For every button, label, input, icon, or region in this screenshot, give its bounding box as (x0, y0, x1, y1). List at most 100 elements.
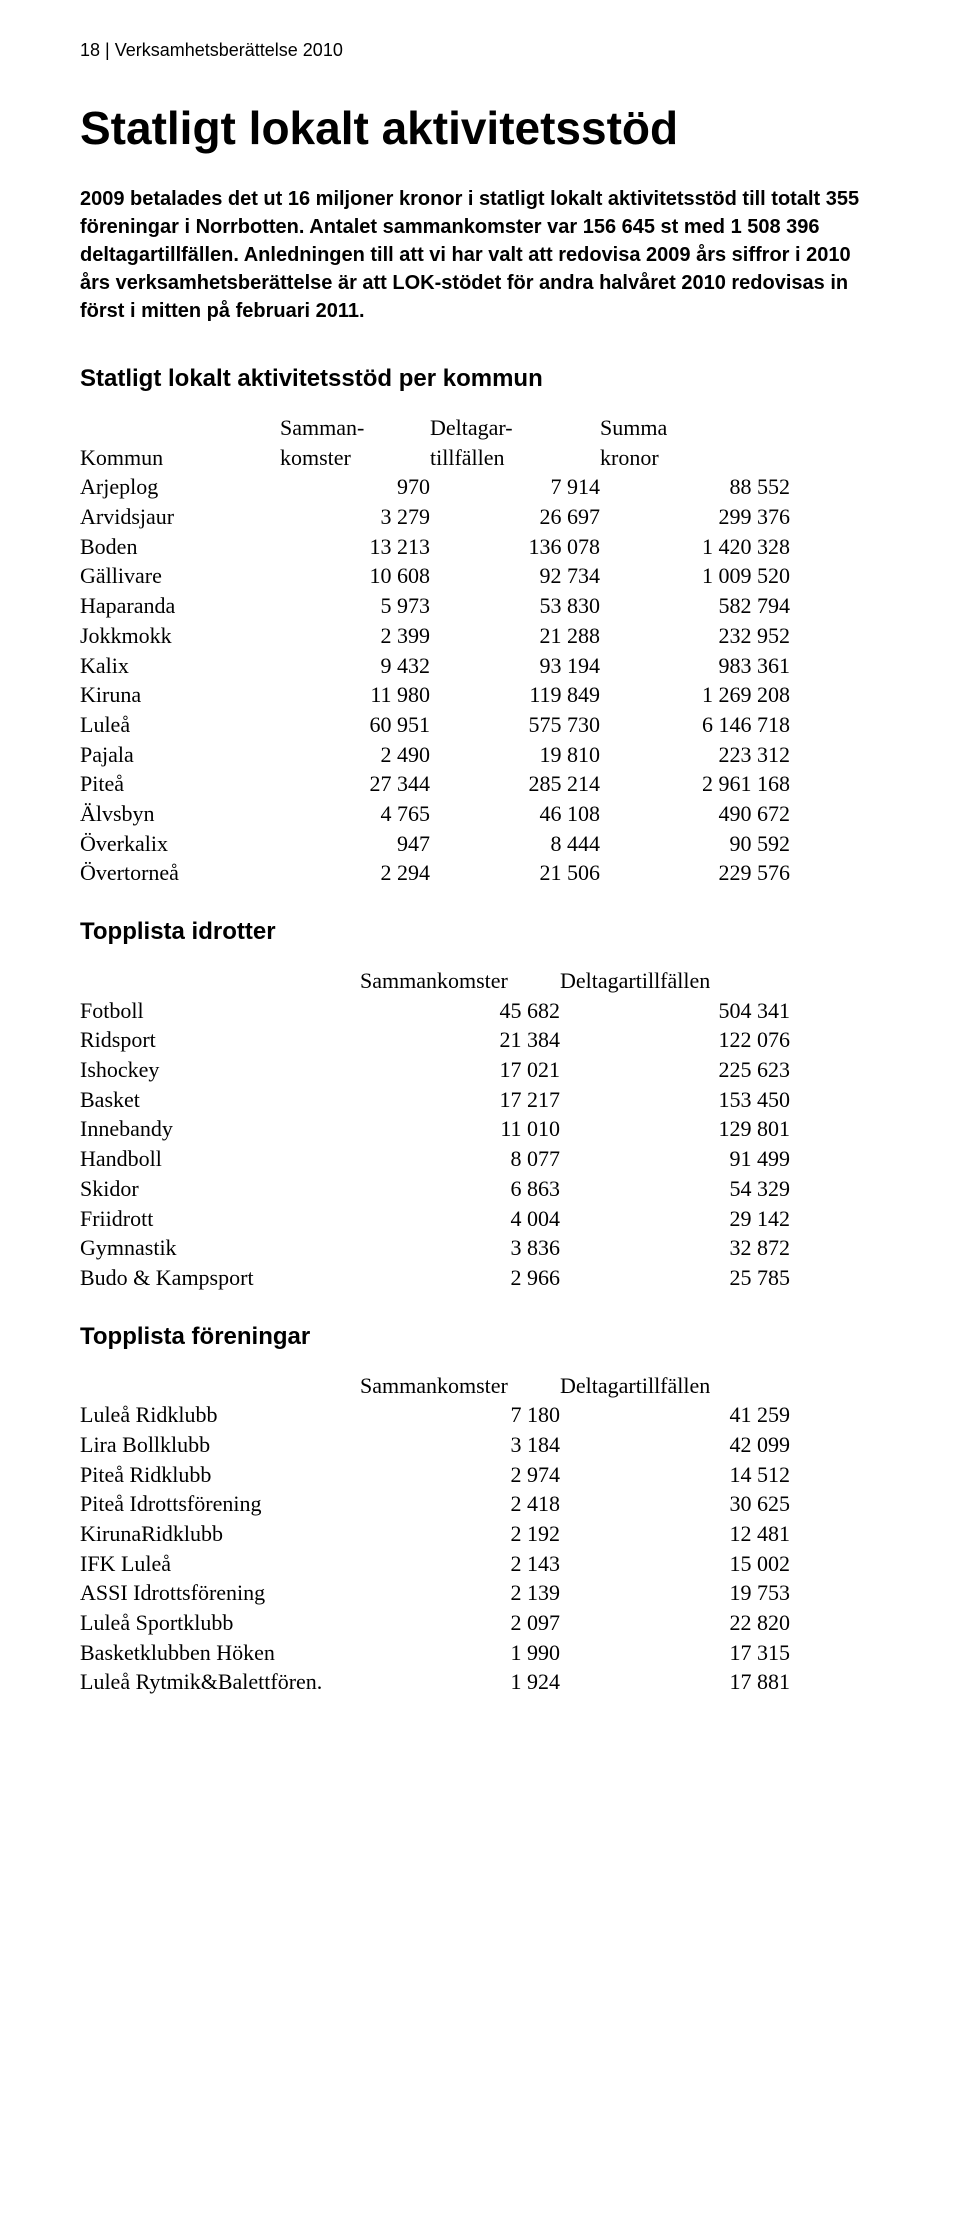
cell-summa: 1 420 328 (600, 532, 790, 562)
table-row: Luleå Sportklubb2 09722 820 (80, 1608, 790, 1638)
cell-sammankomster: 1 990 (360, 1638, 560, 1668)
cell-summa: 88 552 (600, 472, 790, 502)
table-row: Basketklubben Höken1 99017 315 (80, 1638, 790, 1668)
cell-sammankomster: 21 384 (360, 1025, 560, 1055)
cell-deltagartillfallen: 136 078 (430, 532, 600, 562)
cell-summa: 90 592 (600, 829, 790, 859)
table-row: Basket17 217153 450 (80, 1085, 790, 1115)
cell-name: Övertorneå (80, 858, 280, 888)
cell-name: Budo & Kampsport (80, 1263, 360, 1293)
cell-deltagartillfallen: 42 099 (560, 1430, 790, 1460)
cell-deltagartillfallen: 32 872 (560, 1233, 790, 1263)
cell-name: Basket (80, 1085, 360, 1115)
th-a: Sammankomster (360, 1371, 560, 1401)
cell-deltagartillfallen: 7 914 (430, 472, 600, 502)
cell-sammankomster: 1 924 (360, 1667, 560, 1697)
section-title-foreningar: Topplista föreningar (80, 1323, 880, 1351)
table-row: Arjeplog9707 91488 552 (80, 472, 790, 502)
cell-deltagartillfallen: 119 849 (430, 680, 600, 710)
cell-deltagartillfallen: 17 315 (560, 1638, 790, 1668)
page-header: 18 | Verksamhetsberättelse 2010 (80, 40, 880, 61)
table-row: Budo & Kampsport2 96625 785 (80, 1263, 790, 1293)
cell-name: Luleå (80, 710, 280, 740)
cell-deltagartillfallen: 54 329 (560, 1174, 790, 1204)
cell-name: Ridsport (80, 1025, 360, 1055)
cell-name: Luleå Ridklubb (80, 1400, 360, 1430)
cell-deltagartillfallen: 285 214 (430, 769, 600, 799)
cell-deltagartillfallen: 26 697 (430, 502, 600, 532)
table-row: Luleå Rytmik&Balettfören.1 92417 881 (80, 1667, 790, 1697)
cell-deltagartillfallen: 25 785 (560, 1263, 790, 1293)
cell-sammankomster: 970 (280, 472, 430, 502)
cell-deltagartillfallen: 122 076 (560, 1025, 790, 1055)
cell-deltagartillfallen: 19 810 (430, 740, 600, 770)
cell-sammankomster: 27 344 (280, 769, 430, 799)
table-header-row-2: Kommun komster tillfällen kronor (80, 443, 790, 473)
cell-name: Kiruna (80, 680, 280, 710)
cell-deltagartillfallen: 29 142 (560, 1204, 790, 1234)
cell-deltagartillfallen: 153 450 (560, 1085, 790, 1115)
cell-sammankomster: 2 097 (360, 1608, 560, 1638)
cell-sammankomster: 13 213 (280, 532, 430, 562)
cell-summa: 1 269 208 (600, 680, 790, 710)
table-row: Piteå Idrottsförening2 41830 625 (80, 1489, 790, 1519)
table-row: Kalix9 43293 194983 361 (80, 651, 790, 681)
table-header-row-1: Samman- Deltagar- Summa (80, 413, 790, 443)
cell-sammankomster: 5 973 (280, 591, 430, 621)
table-row: Gymnastik3 83632 872 (80, 1233, 790, 1263)
cell-deltagartillfallen: 504 341 (560, 996, 790, 1026)
table-row: Ishockey17 021225 623 (80, 1055, 790, 1085)
cell-name: Skidor (80, 1174, 360, 1204)
cell-deltagartillfallen: 575 730 (430, 710, 600, 740)
table-row: Överkalix9478 44490 592 (80, 829, 790, 859)
cell-name: Överkalix (80, 829, 280, 859)
cell-deltagartillfallen: 21 288 (430, 621, 600, 651)
th-a: Sammankomster (360, 966, 560, 996)
cell-name: ASSI Idrottsförening (80, 1578, 360, 1608)
cell-name: Arjeplog (80, 472, 280, 502)
cell-sammankomster: 10 608 (280, 561, 430, 591)
cell-name: KirunaRidklubb (80, 1519, 360, 1549)
table-row: Friidrott4 00429 142 (80, 1204, 790, 1234)
cell-name: Piteå (80, 769, 280, 799)
cell-sammankomster: 2 418 (360, 1489, 560, 1519)
cell-deltagartillfallen: 46 108 (430, 799, 600, 829)
cell-name: Haparanda (80, 591, 280, 621)
cell-sammankomster: 4 765 (280, 799, 430, 829)
cell-deltagartillfallen: 53 830 (430, 591, 600, 621)
cell-name: Friidrott (80, 1204, 360, 1234)
table-row: Lira Bollklubb3 18442 099 (80, 1430, 790, 1460)
cell-deltagartillfallen: 19 753 (560, 1578, 790, 1608)
table-row: Luleå60 951575 7306 146 718 (80, 710, 790, 740)
cell-name: Boden (80, 532, 280, 562)
th-blank (80, 966, 360, 996)
table-row: Piteå Ridklubb2 97414 512 (80, 1460, 790, 1490)
cell-name: Kalix (80, 651, 280, 681)
table-row: Pajala2 49019 810223 312 (80, 740, 790, 770)
table-row: Jokkmokk2 39921 288232 952 (80, 621, 790, 651)
cell-name: IFK Luleå (80, 1549, 360, 1579)
table-foreningar: Sammankomster Deltagartillfällen Luleå R… (80, 1371, 790, 1698)
cell-name: Pajala (80, 740, 280, 770)
table-kommun: Samman- Deltagar- Summa Kommun komster t… (80, 413, 790, 888)
th-b: Deltagartillfällen (560, 966, 790, 996)
cell-name: Lira Bollklubb (80, 1430, 360, 1460)
table-header-row: Sammankomster Deltagartillfällen (80, 966, 790, 996)
cell-deltagartillfallen: 129 801 (560, 1114, 790, 1144)
cell-sammankomster: 17 021 (360, 1055, 560, 1085)
cell-summa: 299 376 (600, 502, 790, 532)
cell-deltagartillfallen: 8 444 (430, 829, 600, 859)
cell-summa: 983 361 (600, 651, 790, 681)
th-col1-top: Samman- (280, 413, 430, 443)
cell-sammankomster: 9 432 (280, 651, 430, 681)
table-row: ASSI Idrottsförening2 13919 753 (80, 1578, 790, 1608)
cell-sammankomster: 4 004 (360, 1204, 560, 1234)
table-row: Luleå Ridklubb7 18041 259 (80, 1400, 790, 1430)
cell-deltagartillfallen: 22 820 (560, 1608, 790, 1638)
table-row: Ridsport21 384122 076 (80, 1025, 790, 1055)
table-row: Skidor6 86354 329 (80, 1174, 790, 1204)
cell-deltagartillfallen: 225 623 (560, 1055, 790, 1085)
cell-deltagartillfallen: 30 625 (560, 1489, 790, 1519)
cell-sammankomster: 2 143 (360, 1549, 560, 1579)
cell-name: Luleå Rytmik&Balettfören. (80, 1667, 360, 1697)
